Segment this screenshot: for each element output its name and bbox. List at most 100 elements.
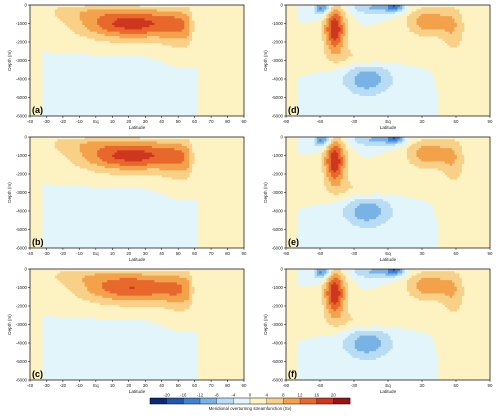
heatmap-cell	[144, 107, 148, 110]
heatmap-cell	[179, 11, 183, 15]
heatmap-cell	[174, 36, 178, 39]
heatmap-cell	[164, 36, 168, 39]
heatmap-cell	[127, 78, 130, 81]
heatmap-cell	[94, 60, 98, 64]
heatmap-cell	[69, 194, 73, 198]
heatmap-cell	[134, 188, 138, 191]
heatmap-cell	[164, 67, 168, 70]
heatmap-cell	[151, 161, 155, 164]
heatmap-cell	[97, 232, 101, 236]
heatmap-cell	[82, 31, 86, 35]
heatmap-cell	[139, 165, 143, 169]
heatmap-cell	[124, 194, 128, 198]
heatmap-cell	[129, 73, 133, 77]
heatmap-cell	[99, 212, 103, 216]
heatmap-cell	[52, 84, 56, 88]
heatmap-cell	[151, 113, 155, 117]
heatmap-cell	[59, 64, 63, 68]
heatmap-cell	[174, 174, 178, 178]
heatmap-cell	[181, 168, 185, 171]
heatmap-cell	[107, 225, 110, 229]
heatmap-cell	[161, 109, 165, 112]
heatmap-cell	[159, 230, 163, 233]
heatmap-cell	[161, 76, 165, 79]
heatmap-cell	[132, 71, 135, 75]
heatmap-cell	[57, 109, 61, 112]
heatmap-cell	[119, 80, 123, 84]
heatmap-cell	[79, 152, 83, 156]
heatmap-cell	[104, 11, 108, 15]
heatmap-cell	[161, 27, 165, 30]
heatmap-cell	[92, 109, 96, 112]
heatmap-cell	[144, 145, 148, 149]
heatmap-cell	[159, 107, 163, 110]
heatmap-cell	[82, 199, 86, 202]
heatmap-cell	[132, 84, 135, 88]
heatmap-cell	[102, 228, 105, 231]
heatmap-cell	[117, 196, 120, 200]
heatmap-cell	[84, 62, 88, 66]
heatmap-cell	[189, 107, 193, 110]
heatmap-cell	[179, 219, 183, 222]
heatmap-cell	[129, 188, 133, 191]
heatmap-cell	[74, 139, 78, 142]
heatmap-cell	[117, 80, 120, 84]
heatmap-cell	[72, 228, 76, 231]
heatmap-cell	[92, 232, 96, 236]
heatmap-cell	[161, 40, 165, 44]
heatmap-cell	[171, 139, 175, 142]
heatmap-cell	[79, 221, 83, 224]
heatmap-cell	[79, 159, 83, 162]
heatmap-cell	[117, 205, 120, 209]
heatmap-cell	[82, 16, 86, 19]
heatmap-cell	[47, 56, 51, 59]
heatmap-cell	[117, 100, 120, 104]
heatmap-cell	[114, 205, 118, 209]
heatmap-cell	[67, 214, 71, 218]
heatmap-cell	[87, 245, 91, 249]
heatmap-cell	[134, 29, 138, 32]
heatmap-cell	[127, 243, 130, 247]
heatmap-cell	[74, 236, 78, 240]
heatmap-cell	[134, 11, 138, 15]
heatmap-cell	[89, 107, 93, 110]
heatmap-cell	[117, 190, 120, 193]
heatmap-cell	[62, 241, 66, 244]
heatmap-cell	[144, 102, 148, 106]
heatmap-cell	[169, 170, 173, 173]
heatmap-cell	[151, 64, 155, 68]
heatmap-cell	[181, 243, 185, 247]
heatmap-cell	[189, 228, 193, 231]
heatmap-cell	[119, 22, 123, 26]
heatmap-cell	[107, 58, 110, 61]
heatmap-cell	[129, 113, 133, 117]
heatmap-cell	[77, 185, 81, 189]
heatmap-cell	[42, 51, 46, 55]
heatmap-cell	[161, 82, 165, 86]
heatmap-cell	[141, 64, 145, 68]
heatmap-cell	[92, 219, 96, 222]
heatmap-cell	[134, 225, 138, 229]
heatmap-cell	[74, 188, 78, 191]
heatmap-cell	[104, 239, 108, 242]
heatmap-cell	[132, 76, 135, 79]
heatmap-cell	[179, 27, 183, 30]
heatmap-cell	[186, 152, 190, 156]
heatmap-cell	[186, 208, 190, 211]
heatmap-cell	[181, 152, 185, 156]
heatmap-cell	[194, 107, 198, 110]
heatmap-cell	[92, 245, 96, 249]
heatmap-cell	[44, 208, 48, 211]
heatmap-cell	[176, 38, 180, 41]
heatmap-cell	[92, 111, 96, 115]
heatmap-cell	[164, 78, 168, 81]
heatmap-cell	[54, 11, 58, 15]
heatmap-cell	[171, 145, 175, 149]
heatmap-cell	[174, 27, 178, 30]
heatmap-cell	[62, 139, 66, 142]
heatmap-cell	[104, 13, 108, 17]
heatmap-cell	[129, 78, 133, 81]
y-tick-label: -6000	[16, 114, 28, 119]
heatmap-cell	[99, 225, 103, 229]
heatmap-cell	[77, 161, 81, 164]
